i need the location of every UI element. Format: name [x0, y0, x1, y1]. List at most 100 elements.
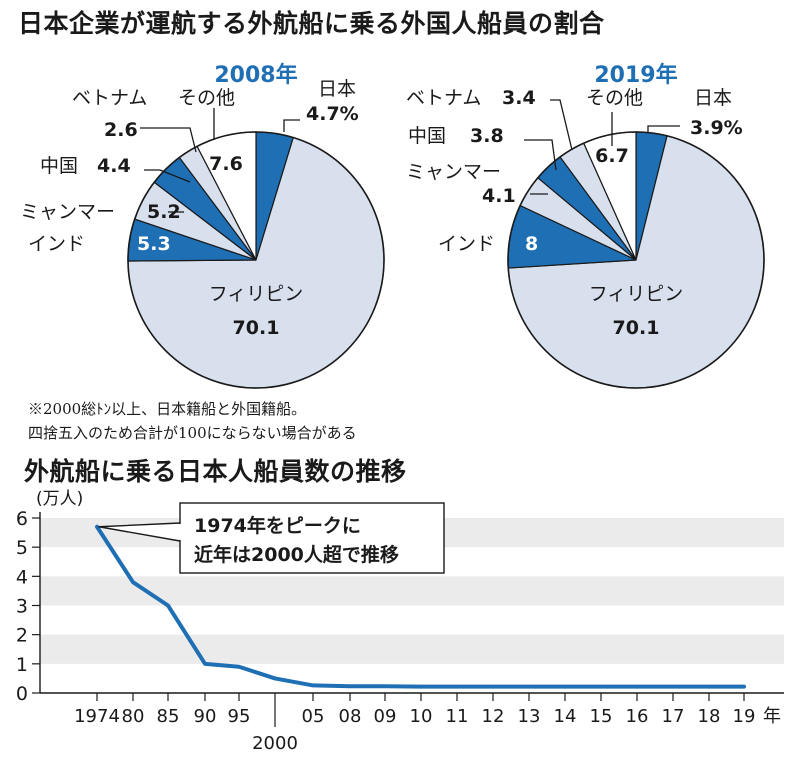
pie-category-label: その他 — [178, 87, 235, 109]
pie-leader — [283, 119, 300, 132]
pie-category-label: ミャンマー — [406, 161, 501, 183]
y-axis-label: (万人) — [36, 489, 83, 509]
data-point — [635, 685, 639, 689]
footnote-1: ※2000総ﾄﾝ以上、日本籍船と外国籍船。 — [28, 400, 307, 418]
pie-outline — [127, 131, 385, 389]
pie-title: 2019年 — [594, 62, 677, 88]
pie-category-label: 日本 — [694, 87, 732, 109]
annotation-box — [179, 502, 445, 574]
data-point — [95, 525, 99, 529]
data-point — [707, 685, 711, 689]
data-point — [311, 683, 315, 687]
pie-category-label: 中国 — [408, 125, 446, 147]
pie-value-label: 4.1 — [482, 185, 516, 207]
annotation-line-2: 近年は2000人超で推移 — [194, 543, 399, 566]
data-point — [455, 685, 459, 689]
x-tick-label: 12 — [482, 706, 505, 727]
data-point — [671, 685, 675, 689]
pie-value-label: 5.2 — [147, 201, 181, 223]
pie-category-label: その他 — [586, 87, 643, 109]
pie-value-label: 70.1 — [233, 317, 280, 339]
x-tick-label: 85 — [157, 706, 180, 727]
x-tick-label: 14 — [554, 706, 577, 727]
pie-outline — [507, 131, 765, 389]
x-tick-label: 15 — [590, 706, 613, 727]
pie-leader — [524, 139, 557, 171]
y-tick-label: 4 — [16, 566, 28, 588]
data-point — [273, 676, 277, 680]
pie-value-label: 3.4 — [502, 87, 536, 109]
x-axis-unit: 年 — [763, 706, 781, 727]
y-tick-label: 6 — [16, 508, 28, 530]
data-point — [203, 662, 207, 666]
data-point — [419, 685, 423, 689]
x-tick-label: 2000 — [252, 733, 298, 754]
x-tick-label: 13 — [518, 706, 541, 727]
pie-value-label: 4.4 — [97, 155, 131, 177]
pie-category-label: フィリピン — [589, 283, 684, 305]
data-point — [348, 684, 352, 688]
y-tick-label: 1 — [16, 654, 28, 676]
y-tick-label: 0 — [16, 683, 28, 705]
grid-band — [40, 634, 784, 664]
x-tick-label: 05 — [302, 706, 325, 727]
x-tick-label: 11 — [446, 706, 469, 727]
x-tick-label: 09 — [374, 706, 397, 727]
grid-band — [40, 576, 784, 606]
footnote-2: 四捨五入のため合計が100にならない場合がある — [28, 424, 357, 442]
x-tick-label: 19 — [733, 706, 756, 727]
pie-category-label: フィリピン — [209, 283, 304, 305]
x-tick-label: 95 — [228, 706, 251, 727]
data-point — [131, 580, 135, 584]
x-tick-label: 90 — [194, 706, 217, 727]
pie-category-label: 中国 — [40, 155, 78, 177]
pie-value-label: 8 — [525, 233, 538, 255]
annotation-line-1: 1974年をピークに — [194, 514, 361, 537]
pie-value-label: 7.6 — [209, 153, 243, 175]
pie-category-label: ベトナム — [406, 87, 481, 109]
x-tick-label: 10 — [410, 706, 433, 727]
x-tick-label: 08 — [339, 706, 362, 727]
pie-category-label: ベトナム — [72, 87, 147, 109]
pie-value-label: 3.9% — [690, 117, 743, 139]
pie-category-label: 日本 — [318, 78, 356, 100]
x-tick-label: 16 — [626, 706, 649, 727]
pie-category-label: インド — [438, 233, 495, 255]
data-point — [237, 665, 241, 669]
y-tick-label: 3 — [16, 596, 28, 618]
pie-category-label: インド — [28, 233, 85, 255]
pie-title: 2008年 — [214, 62, 297, 88]
x-tick-label: 18 — [698, 706, 721, 727]
y-tick-label: 2 — [16, 625, 28, 647]
pie-value-label: 2.6 — [104, 119, 138, 141]
pie-value-label: 70.1 — [613, 317, 660, 339]
line-chart-title: 外航船に乗る日本人船員数の推移 — [24, 457, 407, 486]
data-point — [491, 685, 495, 689]
data-point — [599, 685, 603, 689]
data-point — [742, 685, 746, 689]
data-point — [527, 685, 531, 689]
x-tick-label: 1974 — [74, 706, 120, 727]
x-tick-label: 17 — [662, 706, 685, 727]
pie-value-label: 4.7% — [306, 103, 359, 125]
pie-category-label: ミャンマー — [20, 201, 115, 223]
y-tick-label: 5 — [16, 537, 28, 559]
main-title: 日本企業が運航する外航船に乗る外国人船員の割合 — [18, 9, 605, 38]
pie-leader — [550, 99, 573, 151]
pie-value-label: 3.8 — [470, 125, 504, 147]
pie-value-label: 5.3 — [137, 233, 171, 255]
data-point — [166, 604, 170, 607]
data-point — [563, 685, 567, 689]
pie-value-label: 6.7 — [595, 145, 629, 167]
pie-leader — [144, 169, 191, 183]
pie-leader — [647, 125, 680, 132]
data-point — [383, 684, 387, 688]
x-tick-label: 80 — [122, 706, 145, 727]
pie-leader — [140, 127, 197, 153]
